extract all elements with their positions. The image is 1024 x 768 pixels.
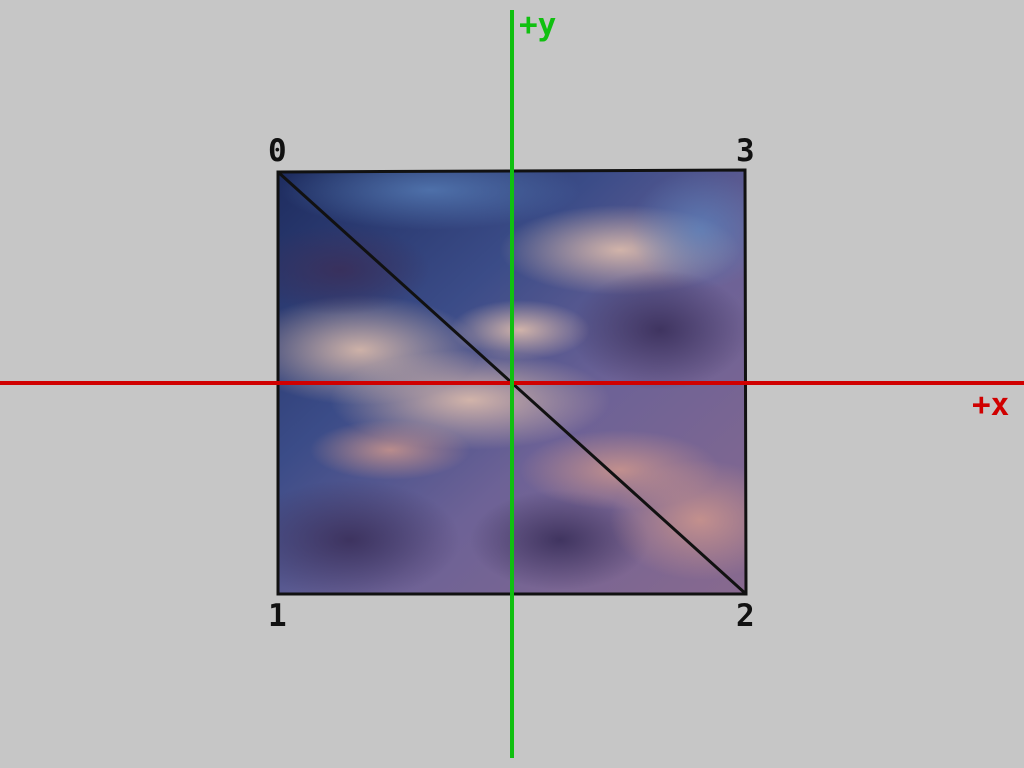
vertex-label-0: 0: [268, 133, 287, 169]
vertex-label-1: 1: [268, 598, 287, 634]
y-axis-label: +y: [519, 7, 556, 43]
x-axis-label: +x: [972, 387, 1009, 423]
vertex-label-2: 2: [736, 598, 755, 634]
sky-texture-image: [278, 170, 746, 594]
vertex-label-3: 3: [736, 133, 755, 169]
